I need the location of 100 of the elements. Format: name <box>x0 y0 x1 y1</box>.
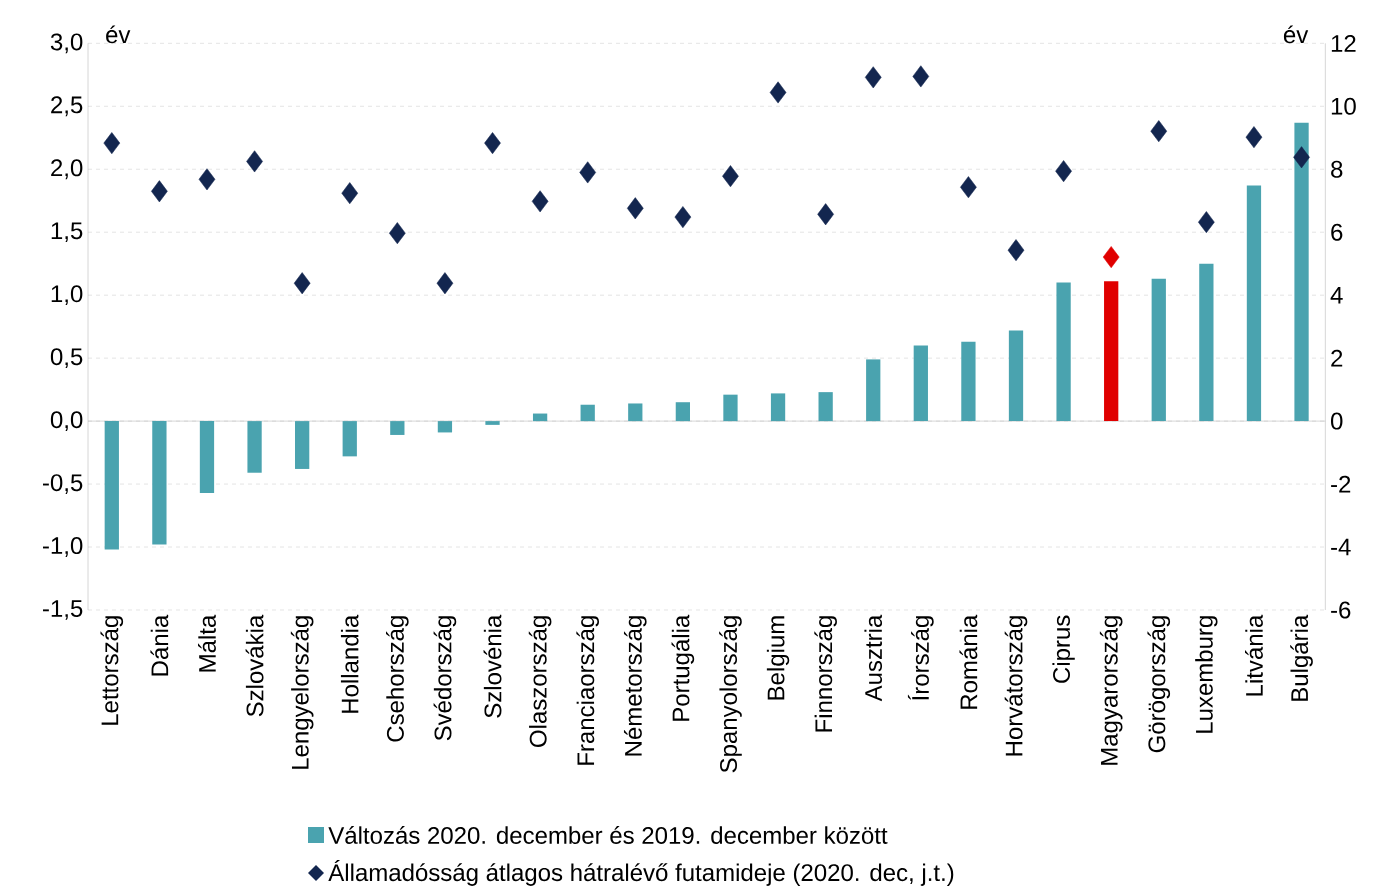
legend-label: Államadósság átlagos hátralévő futamideje (2020. dec, j.t.) <box>328 860 954 886</box>
x-tick-label: Portugália <box>671 614 695 721</box>
point <box>1055 160 1072 183</box>
point <box>1150 120 1168 143</box>
x-tick-label: Bulgária <box>1290 614 1313 701</box>
y2-tick-label: 8 <box>1331 160 1343 178</box>
bar <box>913 345 928 422</box>
bar <box>723 394 738 422</box>
y-tick-label: 2,0 <box>51 159 83 180</box>
y-tick-label: 1,5 <box>51 222 83 243</box>
x-tick-label: Ausztria <box>864 614 883 702</box>
x-tick-label: Írország <box>907 616 934 700</box>
point <box>151 180 168 203</box>
point <box>1007 239 1025 262</box>
point <box>531 190 549 213</box>
point <box>912 65 930 88</box>
point <box>674 206 692 229</box>
x-tick-label: Lettország <box>100 616 124 725</box>
bar <box>818 392 833 422</box>
bar <box>1056 282 1071 422</box>
x-tick-label: Horvátország <box>1004 616 1028 756</box>
bar <box>247 421 262 473</box>
x-tick-label: Olaszország <box>528 616 552 747</box>
x-tick-label: Lengyelország <box>290 616 314 769</box>
x-tick-label: Spanyolország <box>719 616 742 773</box>
bar <box>104 421 119 550</box>
x-tick-label: Szlovénia <box>483 614 502 718</box>
y-tick-label: -1,5 <box>43 600 83 620</box>
point <box>817 203 834 226</box>
x-tick-label: Litvánia <box>1245 614 1263 696</box>
point <box>293 272 311 295</box>
y2-tick-label: 10 <box>1331 97 1356 115</box>
bar <box>1008 330 1024 422</box>
bar <box>770 393 786 422</box>
bar <box>866 359 881 422</box>
point <box>198 168 216 191</box>
legend-label: Változás 2020. december és 2019. december között <box>328 826 888 844</box>
bar <box>1246 185 1262 422</box>
y2-tick-label: -4 <box>1331 538 1351 556</box>
bar <box>1294 122 1309 422</box>
y2-tick-label: 12 <box>1331 34 1356 52</box>
point <box>1102 246 1120 269</box>
y2-tick-label: -6 <box>1331 601 1351 619</box>
y2-tick-label: 2 <box>1331 349 1343 367</box>
bar <box>1199 263 1214 422</box>
x-tick-label: Görögország <box>1147 616 1171 753</box>
bar <box>152 421 167 545</box>
bar <box>675 402 691 422</box>
y-tick-label: 3,0 <box>50 33 83 54</box>
bar <box>342 421 357 457</box>
point <box>864 66 882 89</box>
point <box>579 161 596 184</box>
x-tick-label: Finnország <box>814 616 837 732</box>
y-tick-label: 2,5 <box>51 96 83 117</box>
x-tick-label: Románia <box>959 614 978 709</box>
y-tick-label: 0,0 <box>50 411 83 432</box>
x-tick-label: Málta <box>198 614 216 672</box>
bar <box>580 404 595 422</box>
x-tick-label: Szlovákia <box>245 614 264 717</box>
y-tick-label: 0,5 <box>50 348 83 369</box>
bar <box>628 403 643 422</box>
point <box>960 176 977 199</box>
x-tick-label: Dánia <box>150 614 169 676</box>
y2-tick-label: -2 <box>1331 475 1351 493</box>
point <box>341 182 359 205</box>
point <box>1293 146 1310 169</box>
x-tick-label: Magyarország <box>1099 616 1123 765</box>
bar <box>437 421 453 433</box>
y-tick-label: -1,0 <box>43 537 83 557</box>
point <box>627 197 644 220</box>
point <box>769 81 787 104</box>
x-tick-label: Franciaország <box>576 616 600 765</box>
point <box>722 165 739 188</box>
point <box>246 150 263 173</box>
point <box>1198 211 1215 234</box>
y2-tick-label: 4 <box>1330 286 1343 304</box>
point <box>436 272 454 295</box>
point <box>103 132 121 155</box>
bar <box>961 341 976 422</box>
y-tick-label: 1,0 <box>51 285 83 306</box>
x-tick-label: Luxemburg <box>1195 616 1218 733</box>
bar <box>485 421 500 425</box>
bar <box>390 421 405 435</box>
y2-axis-title: év <box>1283 25 1309 44</box>
bar <box>1104 281 1119 422</box>
point <box>1245 126 1263 149</box>
point <box>389 222 406 245</box>
bar <box>532 413 548 422</box>
bar <box>199 421 215 493</box>
x-tick-label: Belgium <box>766 616 790 700</box>
bar <box>1151 278 1166 422</box>
x-tick-label: Csehország <box>386 616 409 742</box>
x-tick-label: Németország <box>623 616 647 756</box>
bar <box>295 421 310 469</box>
point <box>484 132 501 155</box>
y-tick-label: -0,5 <box>43 474 83 494</box>
x-tick-label: Svédország <box>433 616 457 741</box>
x-tick-label: Ciprus <box>1052 615 1075 683</box>
y2-tick-label: 0 <box>1330 412 1343 430</box>
x-tick-label: Hollandia <box>340 614 359 713</box>
